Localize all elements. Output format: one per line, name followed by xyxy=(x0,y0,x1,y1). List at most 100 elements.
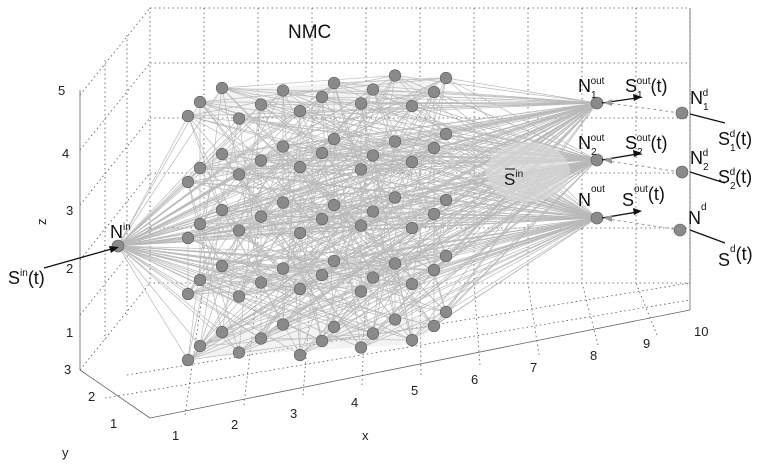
reservoir-node xyxy=(193,161,207,175)
network-edge xyxy=(299,102,598,356)
reservoir-node xyxy=(405,99,419,113)
desired-signal-label-2: S2d(t) xyxy=(718,167,752,192)
network-edge xyxy=(238,296,374,334)
network-edge xyxy=(372,213,435,278)
network-edge xyxy=(221,209,323,220)
x-tick: 5 xyxy=(411,383,418,398)
network-edge xyxy=(221,75,396,89)
reservoir-node xyxy=(327,198,341,212)
network-edge xyxy=(394,217,598,320)
reservoir-node xyxy=(193,217,207,231)
network-edge xyxy=(117,101,201,247)
reservoir-node xyxy=(354,163,368,176)
network-edge xyxy=(372,89,396,142)
output-node-label-1: N1out xyxy=(578,76,605,101)
network-edge xyxy=(199,101,284,203)
network-edge xyxy=(187,216,262,239)
reservoir-node xyxy=(276,196,290,209)
x-tick: 1 xyxy=(172,428,179,443)
network-edge xyxy=(411,102,598,107)
network-edge xyxy=(360,277,374,348)
network-edge xyxy=(372,217,598,278)
network-edge xyxy=(372,161,413,334)
network-edge xyxy=(199,77,447,103)
network-edge xyxy=(238,89,374,297)
network-edge xyxy=(411,105,447,135)
network-edge xyxy=(299,166,447,313)
network-edge xyxy=(411,217,598,341)
reservoir-node xyxy=(293,160,307,174)
network-edge xyxy=(199,333,374,347)
reservoir-node xyxy=(193,339,207,353)
network-edge xyxy=(321,152,598,219)
network-edge xyxy=(333,204,435,327)
title: NMC xyxy=(288,22,331,43)
network-edge xyxy=(117,87,223,247)
y-axis-line xyxy=(79,369,151,419)
network-edge xyxy=(299,260,335,356)
network-edge xyxy=(372,89,413,163)
z-tick: 2 xyxy=(66,261,73,276)
network-edge xyxy=(282,90,447,201)
network-edge xyxy=(117,245,189,295)
network-edge xyxy=(238,90,284,175)
desired-node-label-3: Nd xyxy=(688,202,707,228)
network-edge xyxy=(117,245,413,285)
network-edge xyxy=(333,103,362,140)
network-edge xyxy=(187,181,223,333)
reservoir-node xyxy=(254,332,268,345)
network-edge xyxy=(221,217,598,267)
network-edge xyxy=(394,75,447,135)
reservoir-node xyxy=(427,319,441,333)
z-tick: 4 xyxy=(62,146,69,161)
reservoir-node xyxy=(427,263,441,277)
network-edge xyxy=(394,75,598,104)
network-edge xyxy=(117,245,240,297)
network-edge xyxy=(117,230,240,247)
reservoir-node xyxy=(388,135,402,148)
x-ticks: 1 2 3 4 5 6 7 8 9 10 xyxy=(172,324,708,443)
z-axis-label: z xyxy=(34,219,49,226)
network-edge xyxy=(394,102,598,320)
network-edge xyxy=(187,181,413,229)
reservoir-node xyxy=(276,318,290,331)
reservoir-node xyxy=(181,353,195,367)
network-edge xyxy=(360,102,598,292)
network-edge xyxy=(199,153,223,225)
reservoir-node xyxy=(427,141,441,155)
network-edge xyxy=(445,217,598,313)
x-tick: 3 xyxy=(290,406,297,421)
reservoir-node xyxy=(366,327,380,340)
reservoir-node xyxy=(405,221,419,235)
network-edge xyxy=(299,232,413,285)
network-edge xyxy=(282,90,435,93)
reservoir-node xyxy=(254,276,268,289)
y-axis-label: y xyxy=(62,445,69,460)
network-edge xyxy=(117,245,262,283)
network-edge xyxy=(360,217,598,226)
reservoir-node xyxy=(327,254,341,268)
reservoir-node xyxy=(215,203,229,217)
network-edge xyxy=(411,77,447,285)
reservoir-node xyxy=(366,83,380,96)
x-tick: 4 xyxy=(351,395,358,410)
network-edge xyxy=(117,245,374,334)
network-edge xyxy=(299,152,323,290)
z-tick: 3 xyxy=(66,203,73,218)
network-edge xyxy=(187,115,323,154)
network-edge xyxy=(321,102,598,342)
network-edge xyxy=(199,263,396,281)
x-axis-line xyxy=(149,309,691,419)
network-edge xyxy=(372,105,413,212)
y-ticks: 1 2 3 xyxy=(64,362,117,431)
desired-node-label-1: N1d xyxy=(690,88,709,113)
network-edge xyxy=(333,77,447,84)
desired-signal-label-1: S1d(t) xyxy=(718,129,752,154)
network-edge xyxy=(321,102,598,220)
network-edge xyxy=(199,223,240,297)
network-edge xyxy=(117,110,301,247)
reservoir-node xyxy=(276,140,290,153)
network-edge xyxy=(445,77,598,104)
network-edge xyxy=(282,146,323,220)
network-edge xyxy=(299,110,598,219)
